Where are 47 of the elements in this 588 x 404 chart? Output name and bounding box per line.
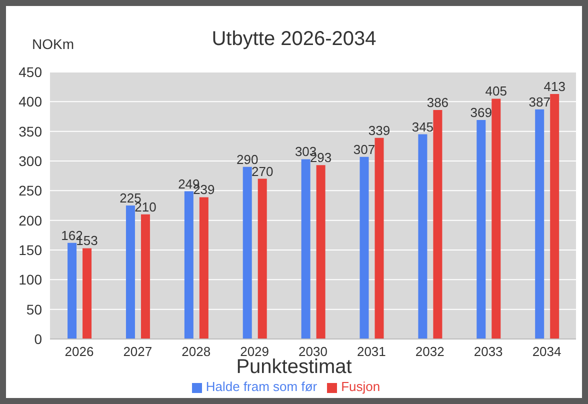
x-tick-label: 2028 xyxy=(182,344,211,360)
x-tick-label: 2033 xyxy=(474,344,503,360)
bar xyxy=(301,159,310,339)
y-tick-label: 100 xyxy=(18,272,42,288)
bar xyxy=(242,166,252,339)
x-tick-label: 2034 xyxy=(532,344,562,360)
data-label: 387 xyxy=(528,94,550,110)
data-label: 339 xyxy=(368,122,390,138)
data-label: 307 xyxy=(353,142,376,157)
bar xyxy=(68,242,77,339)
y-tick-label: 450 xyxy=(18,64,42,80)
y-tick-label: 150 xyxy=(18,242,42,258)
y-tick-label: 200 xyxy=(18,212,42,228)
x-tick-label: 2032 xyxy=(415,344,444,360)
legend-label: Fusjon xyxy=(341,379,380,394)
chart-title: Utbytte 2026-2034 xyxy=(212,28,376,50)
bar xyxy=(550,94,560,339)
bar xyxy=(316,165,326,339)
x-tick-label: 2027 xyxy=(123,344,152,360)
data-label: 405 xyxy=(485,84,507,99)
bar xyxy=(492,98,501,339)
data-label: 369 xyxy=(470,105,492,120)
bar xyxy=(360,156,369,339)
bar xyxy=(476,120,486,339)
y-tick-label: 400 xyxy=(18,94,42,110)
bar xyxy=(82,248,92,339)
y-tick-label: 250 xyxy=(18,182,42,199)
bar xyxy=(140,214,150,339)
data-label: 413 xyxy=(544,78,566,94)
x-tick-label: 2026 xyxy=(64,344,94,360)
y-tick-label: 0 xyxy=(34,330,42,347)
legend-label: Halde fram som før xyxy=(206,379,318,394)
bar xyxy=(258,178,267,339)
bar xyxy=(126,206,135,339)
bar xyxy=(433,110,442,339)
y-tick-label: 50 xyxy=(26,301,42,318)
bar xyxy=(184,191,194,339)
bar xyxy=(418,134,428,339)
y-tick-label: 300 xyxy=(18,152,42,169)
bar xyxy=(535,109,544,339)
bar xyxy=(374,138,384,339)
y-axis-title: NOKm xyxy=(32,36,74,52)
y-tick-label: 350 xyxy=(18,123,42,140)
x-tick-label: 2031 xyxy=(356,344,386,360)
data-label: 386 xyxy=(426,94,449,110)
data-label: 345 xyxy=(412,119,434,134)
bar xyxy=(199,197,208,339)
